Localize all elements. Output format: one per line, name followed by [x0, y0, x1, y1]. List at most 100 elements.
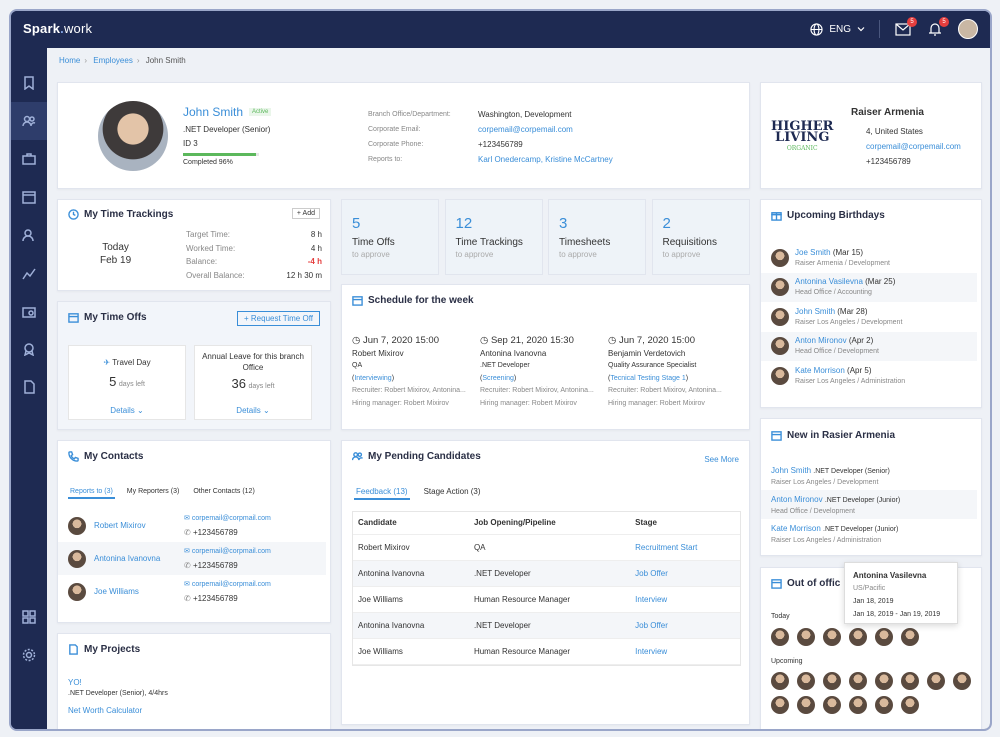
details-link[interactable]: Details ⌄ — [195, 406, 311, 415]
column-header[interactable]: Stage — [630, 512, 740, 535]
schedule-item[interactable]: ◷ Jun 7, 2020 15:00 Benjamin Verdetovich Q… — [608, 335, 732, 410]
stat-card[interactable]: 3 Timesheets to approve — [548, 199, 646, 275]
avatar[interactable] — [901, 672, 919, 690]
column-header[interactable]: Candidate — [353, 512, 469, 535]
avatar[interactable] — [849, 672, 867, 690]
column-header[interactable]: Job Opening/Pipeline — [468, 512, 631, 535]
add-tracking-button[interactable]: + Add — [291, 208, 320, 219]
contact-name[interactable]: Joe Williams — [94, 587, 139, 596]
notifications-button[interactable]: 5 — [926, 17, 949, 38]
contact-email[interactable]: corpemail@corpmail.com — [191, 514, 271, 522]
table-row[interactable]: Robert Mixirov QA Recruitment Start — [353, 534, 740, 561]
new-in-item[interactable]: Kate Morrison .NET Developer (Junior) Rai… — [761, 519, 977, 548]
calendar-nav[interactable] — [11, 178, 47, 216]
avatar[interactable] — [875, 672, 893, 690]
avatar[interactable] — [797, 628, 815, 646]
avatar[interactable] — [901, 696, 919, 714]
table-row[interactable]: Antonina Ivanovna .NET Developer Job Offer — [353, 560, 740, 587]
avatar[interactable] — [823, 696, 841, 714]
stat-card[interactable]: 2 Requisitions to approve — [651, 199, 750, 275]
table-row[interactable]: Antonina Ivanovna .NET Developer Job Offer — [353, 612, 740, 639]
bookmark-nav[interactable] — [11, 64, 47, 102]
birthday-item[interactable]: Joe Smith (Mar 15) Raiser Armenia / Devel… — [761, 243, 977, 273]
table-row[interactable]: Joe Williams Human Resource Manager Interv… — [353, 586, 740, 613]
avatar[interactable] — [849, 628, 867, 646]
stage-link[interactable]: Interviewing — [354, 374, 392, 382]
reports-link[interactable]: Karl Onedercamp, Kristine McCartney — [478, 155, 613, 164]
avatar[interactable] — [901, 628, 919, 646]
contacts-tab[interactable]: Reports to (3) — [68, 486, 115, 499]
avatar[interactable] — [771, 696, 789, 714]
project-link-2[interactable]: Net Worth Calculator — [68, 706, 143, 715]
contact-name[interactable]: Robert Mixirov — [94, 521, 146, 530]
stat-card[interactable]: 5 Time Offs to approve — [341, 199, 439, 275]
birthday-name[interactable]: Anton Mironov — [795, 336, 847, 346]
mail-button[interactable]: 5 — [894, 17, 917, 38]
schedule-item[interactable]: ◷ Jun 7, 2020 15:00 Robert Mixirov QA (Inte… — [352, 335, 476, 410]
birthday-item[interactable]: Kate Morrison (Apr 5) Raiser Los Angeles … — [761, 361, 977, 391]
birthday-name[interactable]: John Smith — [795, 306, 836, 316]
table-cell[interactable]: Interview — [630, 586, 740, 613]
new-in-item[interactable]: John Smith .NET Developer (Senior) Raiser… — [761, 461, 977, 490]
stage-link[interactable]: Screening — [482, 374, 514, 382]
birthday-item[interactable]: Antonina Vasilevna (Mar 25) Head Office /… — [761, 272, 977, 302]
table-row[interactable]: Joe Williams Human Resource Manager Interv… — [353, 638, 740, 665]
avatar[interactable] — [823, 672, 841, 690]
contact-email[interactable]: corpemail@corpmail.com — [191, 580, 271, 588]
email-link[interactable]: corpemail@corpemail.com — [478, 125, 573, 134]
new-in-name[interactable]: John Smith — [771, 466, 812, 475]
contact-row[interactable]: Joe Williams ✉ corpemail@corpmail.com ✆ +1… — [58, 575, 326, 608]
table-cell[interactable]: Job Offer — [630, 612, 740, 639]
see-more-link[interactable]: See More — [704, 455, 739, 464]
new-in-name[interactable]: Kate Morrison — [771, 524, 821, 533]
birthday-name[interactable]: Kate Morrison — [795, 365, 845, 375]
avatar[interactable] — [771, 672, 789, 690]
request-time-off-button[interactable]: + Request Time Off — [237, 311, 320, 326]
avatar[interactable] — [797, 672, 815, 690]
contact-row[interactable]: Antonina Ivanovna ✉ corpemail@corpmail.co… — [58, 542, 326, 575]
user-avatar[interactable] — [958, 19, 978, 39]
settings-nav[interactable] — [11, 636, 47, 674]
contacts-tab[interactable]: Other Contacts (12) — [193, 488, 255, 495]
training-nav[interactable] — [11, 330, 47, 368]
new-in-item[interactable]: Anton Mironov .NET Developer (Junior) Hea… — [761, 490, 977, 519]
schedule-item[interactable]: ◷ Sep 21, 2020 15:30 Antonina Ivanovna .NE… — [480, 335, 604, 410]
employees-nav[interactable] — [11, 102, 47, 140]
jobs-nav[interactable] — [11, 140, 47, 178]
avatar[interactable] — [849, 696, 867, 714]
birthday-name[interactable]: Joe Smith — [795, 247, 831, 257]
breadcrumb-employees[interactable]: Employees — [93, 56, 133, 65]
contacts-tab[interactable]: My Reporters (3) — [126, 488, 180, 495]
timeoff-nav[interactable] — [11, 368, 47, 406]
candidates-tab[interactable]: Feedback (13) — [354, 485, 410, 500]
reports-nav[interactable] — [11, 254, 47, 292]
avatar[interactable] — [823, 628, 841, 646]
avatar[interactable] — [797, 696, 815, 714]
birthday-item[interactable]: Anton Mironov (Apr 2) Head Office / Devel… — [761, 331, 977, 361]
avatar[interactable] — [953, 672, 971, 690]
stat-card[interactable]: 12 Time Trackings to approve — [444, 199, 543, 275]
birthday-item[interactable]: John Smith (Mar 28) Raiser Los Angeles / … — [761, 302, 977, 332]
table-cell[interactable]: Interview — [630, 638, 740, 665]
avatar[interactable] — [927, 672, 945, 690]
contact-email[interactable]: corpemail@corpmail.com — [191, 547, 271, 555]
contact-row[interactable]: Robert Mixirov ✉ corpemail@corpmail.com ✆ … — [58, 509, 326, 542]
language-selector[interactable]: ENG — [810, 22, 865, 36]
recruit-nav[interactable] — [11, 216, 47, 254]
app-logo[interactable]: Spark.work — [23, 21, 93, 36]
company-email[interactable]: corpemail@corpemail.com — [866, 142, 961, 151]
details-link[interactable]: Details ⌄ — [69, 406, 185, 415]
stage-link[interactable]: Tecnical Testing Stage 1 — [610, 374, 686, 382]
avatar[interactable] — [875, 696, 893, 714]
avatar[interactable] — [875, 628, 893, 646]
candidates-tab[interactable]: Stage Action (3) — [423, 487, 481, 496]
contact-name[interactable]: Antonina Ivanovna — [94, 554, 161, 563]
project-link-1[interactable]: YO! — [68, 678, 82, 687]
avatar[interactable] — [771, 628, 789, 646]
new-in-name[interactable]: Anton Mironov — [771, 495, 823, 504]
breadcrumb-home[interactable]: Home — [59, 56, 81, 65]
birthday-name[interactable]: Antonina Vasilevna — [795, 277, 863, 287]
table-cell[interactable]: Recruitment Start — [630, 534, 740, 561]
apps-nav[interactable] — [11, 598, 47, 636]
assets-nav[interactable] — [11, 292, 47, 330]
